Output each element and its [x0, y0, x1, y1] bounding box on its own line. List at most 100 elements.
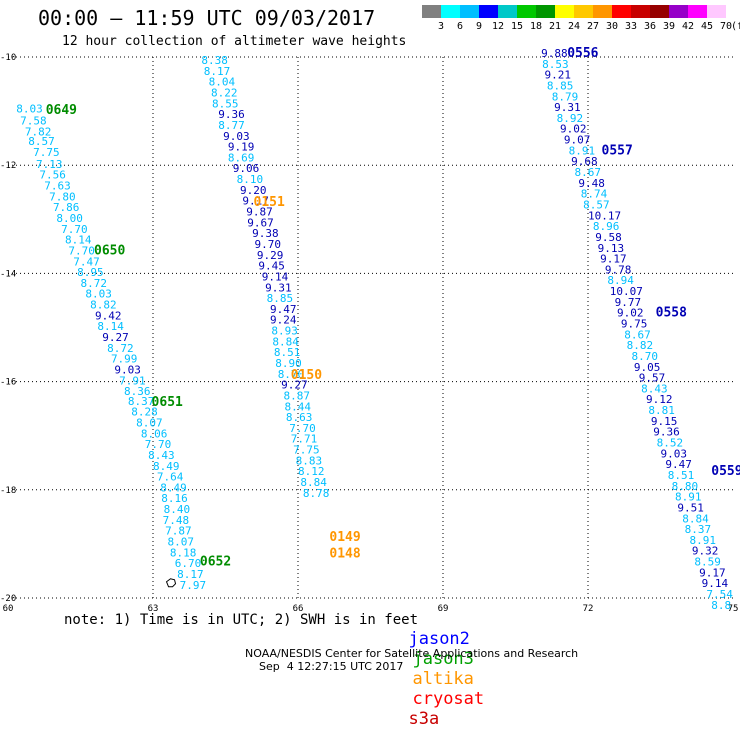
- legend-cryosat: cryosat: [412, 689, 485, 709]
- wave-height-value: 8.03: [85, 288, 112, 301]
- wave-height-value: 8.12: [298, 465, 325, 478]
- wave-height-value: 9.05: [634, 361, 661, 374]
- wave-height-value: 9.57: [639, 372, 666, 385]
- wave-height-value: 9.02: [617, 307, 644, 320]
- wave-height-value: 9.14: [262, 270, 289, 283]
- y-tick-label: -12: [0, 161, 16, 171]
- colorbar-swatch: [612, 5, 631, 18]
- wave-height-value: 8.03: [16, 103, 43, 116]
- wave-height-value: 8.16: [161, 492, 188, 505]
- wave-height-value: 9.32: [692, 545, 719, 558]
- wave-height-value: 9.87: [246, 206, 272, 219]
- wave-height-value: 9.67: [247, 216, 274, 229]
- legend-jason2: jason2: [408, 629, 470, 649]
- wave-height-value: 9.13: [598, 242, 625, 255]
- y-tick-label: -10: [0, 53, 16, 63]
- wave-height-value: 8.70: [278, 368, 305, 381]
- y-tick-label: -18: [0, 486, 16, 496]
- pass-time-label: 0151: [254, 195, 285, 210]
- wave-height-value: 8.82: [90, 299, 117, 312]
- x-tick-label: 63: [148, 604, 159, 614]
- wave-height-value: 7.86: [53, 201, 79, 214]
- wave-height-value: 8.93: [271, 325, 298, 338]
- wave-height-value: 8.55: [212, 97, 239, 110]
- wave-height-value: 9.31: [265, 281, 292, 294]
- wave-height-value: 8.07: [168, 536, 195, 549]
- wave-height-value: 8.87: [284, 389, 311, 402]
- wave-height-value: 9.06: [233, 162, 260, 175]
- x-tick-label: 60: [3, 604, 14, 614]
- wave-height-value: 8.8: [711, 599, 731, 612]
- wave-height-value: 8.17: [204, 65, 231, 78]
- wave-height-value: 8.43: [148, 449, 175, 462]
- wave-height-value: 9.31: [554, 101, 581, 114]
- wave-height-value: 8.70: [632, 350, 659, 363]
- wave-height-value: 8.14: [97, 320, 124, 333]
- wave-height-value: 8.14: [65, 234, 92, 247]
- colorbar-swatch: [422, 5, 441, 18]
- wave-height-value: 9.47: [270, 303, 297, 316]
- wave-height-value: 9.17: [600, 253, 627, 266]
- wave-height-value: 9.47: [665, 458, 692, 471]
- wave-height-value: 8.83: [296, 454, 323, 467]
- colorbar-swatch: [441, 5, 460, 18]
- wave-height-value: 8.51: [668, 469, 695, 482]
- wave-height-value: 9.45: [258, 260, 285, 273]
- wave-height-value: 9.24: [270, 314, 297, 327]
- colorbar-tick-label: 39: [663, 21, 675, 32]
- colorbar-swatch: [669, 5, 688, 18]
- wave-height-value: 8.84: [682, 512, 709, 525]
- colorbar-tick-label: 12: [492, 21, 504, 32]
- wave-height-value: 8.49: [153, 460, 180, 473]
- footer-note: note: 1) Time is in UTC; 2) SWH is in fe…: [64, 612, 419, 628]
- wave-height-value: 9.38: [252, 227, 278, 240]
- wave-height-value: 9.78: [605, 263, 632, 276]
- wave-height-value: 7.91: [119, 374, 145, 387]
- colorbar-swatch: [707, 5, 726, 18]
- pass-time-label: 0649: [46, 103, 77, 118]
- x-tick-label: 69: [438, 604, 449, 614]
- pass-time-label: 0558: [656, 306, 687, 321]
- colorbar-tick-label: 3: [438, 21, 444, 32]
- wave-height-value: 9.42: [95, 309, 122, 322]
- wave-height-value: 8.84: [300, 476, 327, 489]
- wave-height-value: 8.57: [28, 135, 55, 148]
- pass-time-label: 0149: [329, 530, 360, 545]
- wave-height-value: 8.52: [657, 437, 684, 450]
- wave-height-value: 8.96: [593, 220, 620, 233]
- wave-height-value: 8.43: [641, 382, 668, 395]
- pass-time-label: 0557: [602, 143, 633, 158]
- colorbar-tick-label: 27: [587, 21, 599, 32]
- wave-height-value: 8.28: [131, 406, 158, 419]
- wave-height-value: 8.17: [177, 568, 204, 581]
- wave-height-value: 9.17: [699, 566, 726, 579]
- wave-height-value: 7.87: [165, 525, 192, 538]
- wave-height-value: 9.12: [646, 393, 673, 406]
- colorbar-swatch: [479, 5, 498, 18]
- wave-height-value: 10.17: [588, 209, 621, 222]
- wave-height-value: 10.07: [610, 285, 643, 298]
- wave-height-value: 7.82: [25, 125, 51, 138]
- colorbar-tick-label: 30: [606, 21, 618, 32]
- wave-height-value: 9.58: [595, 231, 622, 244]
- colorbar-swatch: [631, 5, 650, 18]
- pass-time-label: 0652: [200, 555, 231, 570]
- wave-height-value: 8.82: [627, 339, 654, 352]
- wave-height-value: 9.70: [255, 238, 282, 251]
- wave-height-value: 8.18: [170, 546, 197, 559]
- wave-height-value: 9.07: [564, 134, 591, 147]
- wave-height-value: 9.20: [240, 184, 267, 197]
- pass-time-label: 0650: [94, 243, 125, 258]
- wave-height-value: 8.91: [690, 534, 717, 547]
- wave-height-value: 7.75: [293, 444, 320, 457]
- wave-height-value: 9.27: [281, 379, 308, 392]
- wave-height-value: 8.91: [675, 491, 702, 504]
- wave-height-value: 8.37: [685, 523, 712, 536]
- pass-time-label: 0150: [291, 368, 322, 383]
- wave-height-value: 9.48: [578, 177, 605, 190]
- colorbar-tick-label: 21: [549, 21, 561, 32]
- wave-height-value: 8.79: [552, 90, 579, 103]
- wave-height-value: 8.10: [237, 173, 264, 186]
- wave-height-value: 8.81: [648, 404, 675, 417]
- wave-height-value: 7.64: [157, 471, 184, 484]
